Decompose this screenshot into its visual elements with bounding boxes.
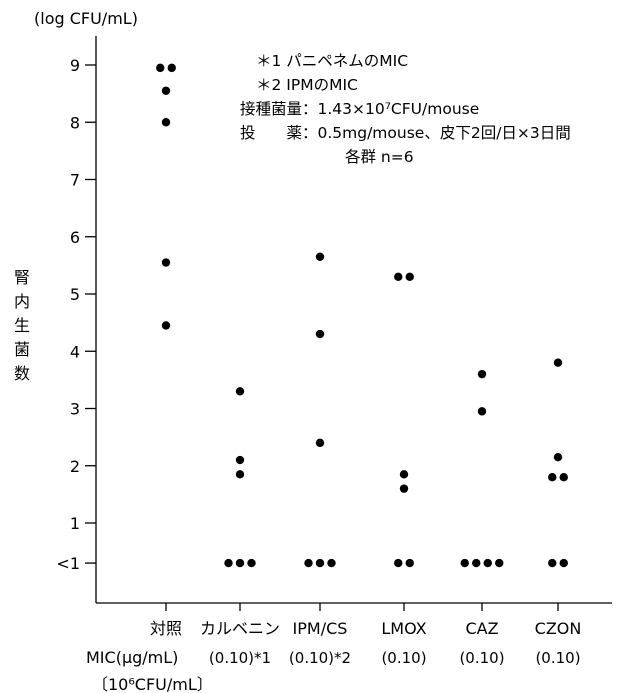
y-axis-label-char: 数 bbox=[14, 364, 30, 383]
y-tick-label: 5 bbox=[70, 285, 80, 304]
y-axis-label-char: 生 bbox=[14, 316, 30, 335]
data-points bbox=[156, 63, 568, 568]
data-point bbox=[315, 329, 325, 339]
data-point bbox=[460, 558, 469, 568]
data-point bbox=[477, 407, 487, 416]
y-axis-label-char: 腎 bbox=[14, 268, 30, 287]
data-point bbox=[161, 118, 171, 127]
axes bbox=[95, 36, 612, 611]
data-point bbox=[405, 272, 414, 282]
data-point bbox=[483, 558, 492, 568]
y-tick-label: 8 bbox=[70, 113, 80, 132]
data-point bbox=[553, 452, 563, 462]
data-point bbox=[559, 558, 568, 568]
data-point bbox=[405, 558, 414, 568]
data-point bbox=[304, 558, 313, 568]
data-point bbox=[161, 86, 171, 95]
y-axis-label-char: 内 bbox=[14, 292, 30, 311]
data-point bbox=[235, 455, 245, 465]
data-point bbox=[315, 438, 325, 448]
y-tick-label: 7 bbox=[70, 171, 80, 190]
mic-value: (0.10) bbox=[459, 649, 504, 667]
data-point bbox=[235, 558, 245, 568]
y-tick-label: 2 bbox=[70, 457, 80, 476]
category-label: LMOX bbox=[381, 619, 426, 638]
annotation-line: 各群 n=6 bbox=[345, 148, 414, 166]
category-label: CAZ bbox=[465, 619, 498, 638]
annotation-line: ＊1 パニペネムのMIC bbox=[256, 52, 408, 70]
data-point bbox=[327, 558, 336, 568]
annotations: ＊1 パニペネムのMIC ＊2 IPMのMIC 接種菌量：1.43×10⁷CFU/m… bbox=[240, 52, 571, 166]
data-point bbox=[394, 272, 403, 282]
data-point bbox=[553, 358, 563, 367]
data-point bbox=[235, 470, 245, 479]
y-tick-label: 1 bbox=[70, 514, 80, 533]
data-point bbox=[472, 558, 481, 568]
category-label: CZON bbox=[535, 619, 582, 638]
annotation-line: 投 薬：0.5mg/mouse、皮下2回/日×3日間 bbox=[240, 124, 571, 142]
data-point bbox=[315, 558, 325, 568]
data-point bbox=[161, 258, 171, 267]
y-axis-label-char: 菌 bbox=[14, 340, 30, 359]
y-tick-label: 9 bbox=[70, 56, 80, 75]
y-tick-label: 6 bbox=[70, 228, 80, 247]
y-tick-label: 4 bbox=[70, 342, 80, 361]
x-labels: 対照 カルベニン IPM/CS LMOX CAZ CZON MIC(μg/mL) (0.10)… bbox=[86, 619, 581, 693]
mic-value: (0.10) bbox=[381, 649, 426, 667]
data-point bbox=[477, 369, 487, 379]
data-point bbox=[315, 252, 325, 261]
data-point bbox=[161, 321, 171, 330]
y-tick-label: <1 bbox=[56, 554, 80, 573]
mic-unit-label: 〔10⁶CFU/mL〕 bbox=[92, 675, 213, 693]
category-label: IPM/CS bbox=[293, 619, 348, 638]
mic-value: (0.10)*2 bbox=[289, 649, 351, 667]
mic-value: (0.10)*1 bbox=[209, 649, 271, 667]
data-point bbox=[399, 470, 409, 479]
data-point bbox=[247, 558, 256, 568]
data-point bbox=[559, 473, 568, 482]
y-unit-label: (log CFU/mL) bbox=[34, 9, 138, 28]
data-point bbox=[235, 387, 245, 396]
mic-value: (0.10) bbox=[535, 649, 580, 667]
mic-row-label: MIC(μg/mL) bbox=[86, 648, 178, 667]
data-point bbox=[548, 473, 557, 482]
category-label: 対照 bbox=[150, 619, 182, 638]
data-point bbox=[399, 484, 409, 493]
data-point bbox=[167, 63, 176, 73]
annotation-line: ＊2 IPMのMIC bbox=[256, 76, 358, 94]
data-point bbox=[156, 63, 165, 73]
y-tick-label: 3 bbox=[70, 400, 80, 419]
category-label: カルベニン bbox=[200, 619, 280, 638]
data-point bbox=[548, 558, 557, 568]
data-point bbox=[394, 558, 403, 568]
data-point bbox=[224, 558, 233, 568]
annotation-line: 接種菌量：1.43×10⁷CFU/mouse bbox=[240, 100, 479, 118]
data-point bbox=[495, 558, 504, 568]
